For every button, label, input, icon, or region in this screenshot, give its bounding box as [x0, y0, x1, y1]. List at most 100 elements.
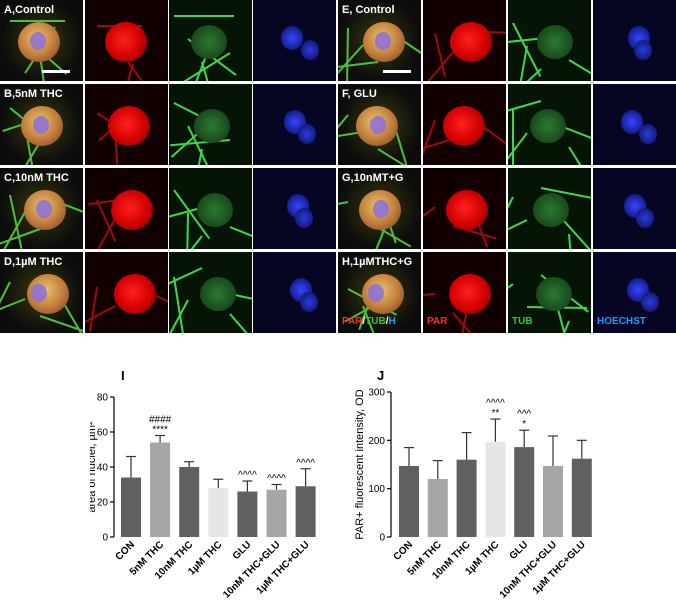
nucleus — [621, 110, 643, 134]
scale-bar — [42, 70, 70, 73]
y-tick-label: 0 — [379, 533, 385, 544]
bar — [427, 479, 448, 537]
cell-body — [114, 274, 156, 314]
micrograph-right-1-red — [423, 0, 506, 81]
nucleus — [30, 32, 46, 50]
micrograph-right-2-blue — [593, 84, 676, 165]
micrograph-left-2-merge: B,5nM THC — [0, 84, 83, 165]
neurite — [568, 233, 576, 249]
nucleus — [36, 200, 52, 218]
micrograph-left-3-blue — [253, 168, 336, 249]
y-tick-label: 100 — [368, 484, 385, 495]
bar — [456, 459, 477, 537]
micrograph-right-4-green: TUB — [508, 252, 591, 333]
panel-label: B,5nM THC — [4, 88, 63, 100]
bar — [237, 491, 258, 537]
x-tick-label: CON — [392, 539, 416, 563]
micrograph-left-1-red — [85, 0, 168, 81]
chart-par-intensity: PAR+ fluorescent intensity, OD 0 100 200 300… — [354, 388, 592, 601]
scale-bar — [383, 70, 411, 73]
x-tick-label: GLU — [508, 539, 531, 562]
micrograph-right-1-merge: E, Control — [338, 0, 421, 81]
micrograph-right-4-blue: HOECHST — [593, 252, 676, 333]
neurite — [174, 15, 234, 17]
neurite — [338, 61, 379, 70]
y-tick-label: 80 — [97, 393, 109, 404]
cell-body — [530, 109, 566, 143]
neurite — [508, 196, 514, 249]
bar — [514, 447, 535, 537]
nucleus — [370, 116, 386, 134]
neurite — [377, 148, 421, 165]
significance-mark: ^^^^ — [267, 474, 286, 485]
neurite — [508, 132, 528, 165]
micrograph-left-1-merge: A,Control — [0, 0, 83, 81]
nucleus — [33, 116, 49, 134]
cell-body — [197, 193, 233, 227]
y-tick-label: 200 — [368, 436, 385, 447]
channel-label-h: H — [388, 316, 396, 327]
significance-mark: ^^^^ — [296, 458, 315, 469]
significance-mark: ^^^^ — [238, 470, 257, 481]
cell-body — [191, 25, 227, 59]
cell-body — [449, 274, 491, 314]
cell-body — [446, 190, 488, 230]
neurite — [568, 146, 591, 165]
neurite — [229, 313, 252, 333]
y-tick-label: 20 — [97, 498, 109, 509]
micrograph-right-1-green — [508, 0, 591, 81]
y-tick-label: 0 — [102, 533, 108, 544]
micrograph-left-4-red — [85, 252, 168, 333]
micrograph-right-3-blue — [593, 168, 676, 249]
nucleus — [300, 292, 318, 312]
micrograph-left-3-green — [169, 168, 252, 249]
bar — [295, 486, 316, 537]
neurite — [508, 219, 528, 248]
nucleus — [295, 208, 313, 228]
neurite — [338, 201, 349, 214]
separator: / — [385, 316, 389, 327]
cell-body — [536, 277, 572, 311]
nucleus — [301, 40, 319, 60]
panel-label: F, GLU — [342, 88, 377, 100]
significance-mark: ^^^ — [517, 409, 531, 420]
neurite — [508, 68, 542, 81]
nucleus — [634, 40, 652, 60]
y-tick-label: 40 — [97, 463, 109, 474]
micrograph-left-3-merge: C,10nM THC — [0, 168, 83, 249]
neurite — [119, 63, 134, 81]
neurite — [229, 226, 252, 249]
channel-label: PAR — [427, 316, 447, 327]
neurite — [452, 312, 484, 333]
cell-body — [537, 25, 573, 59]
micrograph-right-4-red: PAR — [423, 252, 506, 333]
bar — [543, 465, 563, 537]
cell-body — [111, 190, 153, 230]
micrograph-left-4-blue — [253, 252, 336, 333]
x-tick-label: GLU — [231, 539, 254, 562]
bar — [399, 465, 419, 537]
y-tick-label: 60 — [97, 428, 109, 439]
micrograph-right-3-green — [508, 168, 591, 249]
nucleus — [639, 124, 657, 144]
significance-mark: ** — [492, 408, 500, 419]
micrograph-left-4-green — [169, 252, 252, 333]
chart-letter-j: J — [377, 368, 385, 383]
bar — [485, 441, 506, 537]
bar — [571, 458, 592, 537]
channel-label: TUB — [512, 316, 533, 327]
neurite — [508, 283, 514, 321]
micrograph-right-1-blue — [593, 0, 676, 81]
significance-mark: ^^^^ — [486, 398, 505, 409]
y-axis-label: PAR+ fluorescent intensity, OD — [354, 389, 366, 539]
micrograph-right-2-green — [508, 84, 591, 165]
bar — [208, 488, 229, 537]
neurite — [0, 298, 26, 321]
channel-label: HOECHST — [597, 316, 646, 327]
neurite — [88, 286, 98, 332]
cell-body — [108, 106, 150, 146]
bar — [150, 442, 171, 537]
micrograph-left-1-blue — [253, 0, 336, 81]
neurite — [169, 267, 203, 295]
nucleus — [375, 32, 391, 50]
